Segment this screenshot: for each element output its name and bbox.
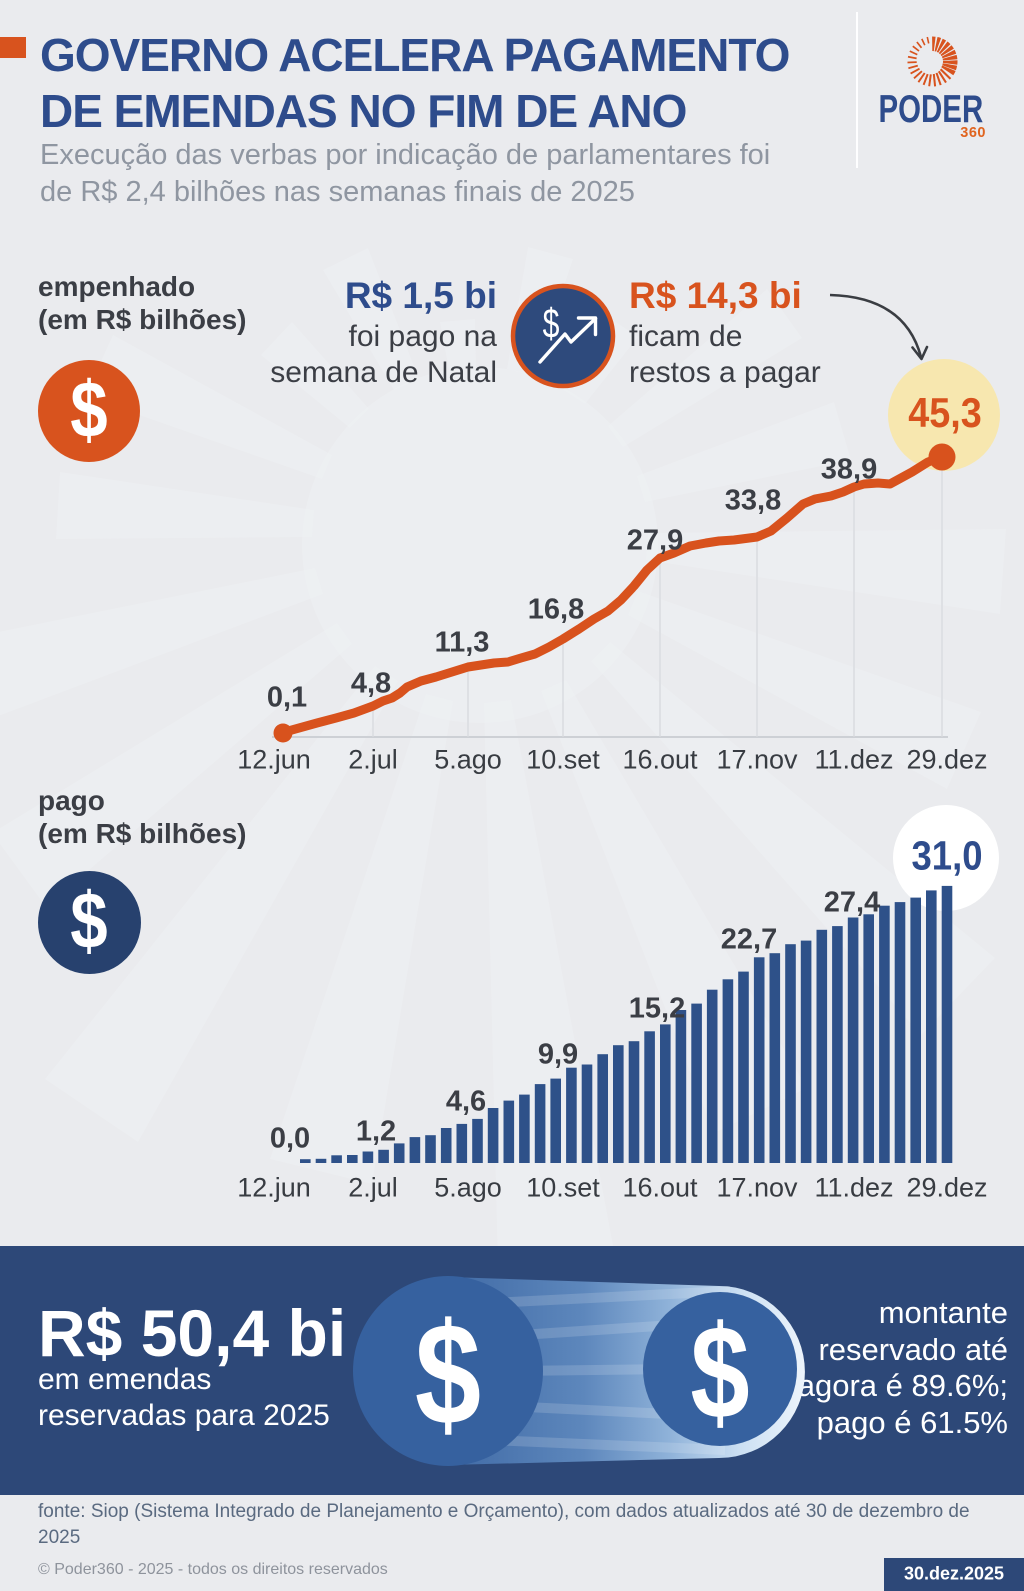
svg-text:$: $ (415, 1294, 481, 1456)
svg-text:$: $ (690, 1298, 749, 1447)
svg-text:$: $ (543, 300, 560, 347)
svg-text:360: 360 (960, 125, 986, 141)
svg-text:PODER: PODER (879, 88, 984, 131)
